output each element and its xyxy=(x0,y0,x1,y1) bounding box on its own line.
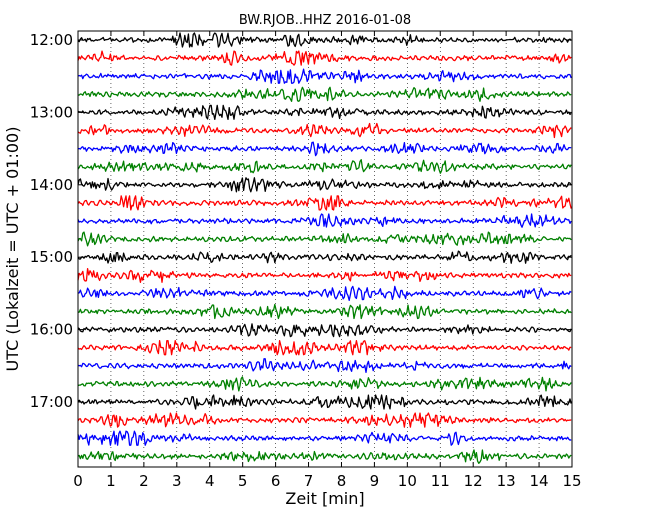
x-tick-label: 11 xyxy=(431,472,450,490)
y-tick-label: 16:00 xyxy=(30,321,73,339)
x-axis-ticks: 0 1 2 3 4 5 6 7 8 9 10 11 12 13 14 15 xyxy=(73,31,582,490)
trace-1530 xyxy=(77,285,572,302)
x-tick-label: 6 xyxy=(271,472,281,490)
y-tick-label: 12:00 xyxy=(30,31,73,49)
y-axis-label: UTC (Lokalzeit = UTC + 01:00) xyxy=(3,127,22,372)
trace-1245 xyxy=(77,86,572,102)
y-axis-ticks: 12:00 13:00 14:00 15:00 16:00 17:00 xyxy=(30,31,572,411)
x-tick-label: 10 xyxy=(398,472,417,490)
trace-1745 xyxy=(77,449,572,464)
trace-1400 xyxy=(77,177,572,193)
trace-1300 xyxy=(77,104,572,121)
plot-frame xyxy=(77,30,573,468)
trace-1415 xyxy=(77,195,572,211)
x-tick-label: 9 xyxy=(370,472,380,490)
x-tick-label: 8 xyxy=(337,472,347,490)
trace-1445 xyxy=(77,231,572,247)
chart-title: BW.RJOB..HHZ 2016-01-08 xyxy=(239,13,411,28)
trace-1200 xyxy=(77,32,572,48)
x-tick-label: 15 xyxy=(562,472,581,490)
trace-1645 xyxy=(77,376,572,392)
trace-1600 xyxy=(77,323,572,338)
x-tick-label: 7 xyxy=(304,472,314,490)
trace-1330 xyxy=(77,141,572,157)
x-tick-label: 12 xyxy=(464,472,483,490)
trace-1630 xyxy=(77,358,572,374)
trace-1430 xyxy=(77,213,572,228)
x-tick-label: 4 xyxy=(205,472,215,490)
x-tick-label: 1 xyxy=(106,472,116,490)
x-tick-label: 14 xyxy=(530,472,549,490)
trace-1230 xyxy=(77,68,572,84)
y-tick-label: 13:00 xyxy=(30,103,73,121)
y-tick-label: 14:00 xyxy=(30,176,73,194)
trace-1730 xyxy=(77,430,572,446)
trace-1500 xyxy=(77,250,572,264)
y-tick-label: 17:00 xyxy=(30,393,73,411)
y-tick-label: 15:00 xyxy=(30,248,73,266)
seismogram-traces xyxy=(77,32,572,464)
trace-1715 xyxy=(77,412,572,428)
x-tick-label: 13 xyxy=(497,472,516,490)
trace-1700 xyxy=(77,394,572,410)
trace-1615 xyxy=(77,340,572,356)
trace-1315 xyxy=(77,122,572,139)
trace-1345 xyxy=(77,159,572,174)
trace-1215 xyxy=(77,50,572,66)
x-tick-label: 3 xyxy=(172,472,182,490)
trace-1515 xyxy=(77,267,572,283)
x-axis-label: Zeit [min] xyxy=(285,489,364,508)
trace-1545 xyxy=(77,303,572,320)
x-tick-label: 2 xyxy=(139,472,149,490)
x-tick-label: 5 xyxy=(238,472,248,490)
x-tick-label: 0 xyxy=(73,472,83,490)
vertical-grid xyxy=(110,31,540,467)
